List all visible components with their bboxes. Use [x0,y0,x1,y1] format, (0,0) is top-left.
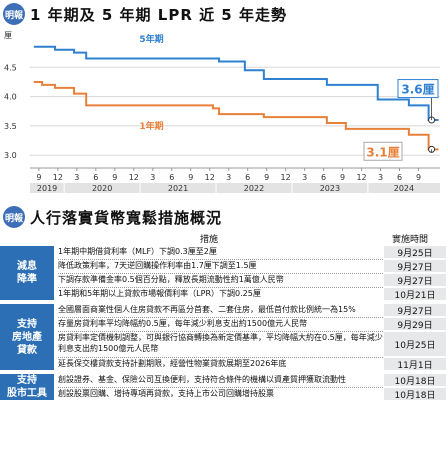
measures-table: 措施 實施時間 減息 降準 1年期中期借貸利率（MLF）下調0.3厘至2厘 9月25… [0,232,448,459]
category-label: 支持 房地產 貸款 [0,304,54,370]
x-year-label: 2024 [394,184,414,193]
x-month-label: 6 [169,173,174,182]
x-year-label: 2022 [244,184,264,193]
x-month-label: 12 [53,173,63,182]
x-month-label: 12 [129,173,139,182]
y-tick-label: 4.0 [4,93,17,102]
series-name-label: 1年期 [139,120,163,132]
end-label-box [363,141,403,161]
x-month-label: 6 [245,173,250,182]
end-label-box [397,79,439,99]
x-year-label: 2019 [37,184,57,193]
measure-text: 下調存款準備金率0.5個百分點，釋放長期流動性約1萬億人民幣 [58,275,284,284]
y-tick-label: 3.0 [4,151,17,160]
measure-date: 10月25日 [384,332,446,356]
measure-date: 10月18日 [384,388,446,401]
x-month-label: 6 [397,173,402,182]
year-band [30,183,440,193]
lpr-line-chart: 厘3.03.54.04.59 12 3 6 9 12 3 6 9 12 3 6 9 12 3 6 9 12 3 6 92… [4,31,440,193]
col-date: 實施時間 [392,235,429,245]
category-label: 減息 降準 [0,246,54,300]
measure-date: 10月21日 [384,288,446,301]
series-line [33,45,439,122]
x-month-label: 6 [321,173,326,182]
x-month-label: 12 [281,173,291,182]
measure-text: 創設證券、基金、保險公司互換便利，支持符合條件的機構以資產質押獲取流動性 [58,375,346,384]
measure-date: 11月1日 [384,358,446,371]
row-divider [58,387,383,388]
row-divider [58,317,383,318]
y-tick-label: 3.5 [4,122,17,131]
x-year-label: 2021 [168,184,188,193]
measure-date: 9月27日 [384,304,446,317]
measure-text: 全國層面商業性個人住房貸款不再區分首套、二套住房，最低首付款比例統一為15% [58,305,356,314]
row-divider [58,259,383,260]
measure-text: 存量房貸利率平均降幅約0.5厘，每年減少利息支出約1500億元人民幣 [58,319,308,328]
y-unit-label: 厘 [4,31,12,40]
measure-date: 9月27日 [384,274,446,287]
x-year-label: 2023 [320,184,340,193]
row-divider [58,357,383,358]
end-value-label: 3.6厘 [401,82,434,97]
row-divider [58,273,383,274]
measure-text: 創設股票回購、增持專項再貸款，支持上市公司回購增持股票 [58,389,274,398]
measure-date: 10月18日 [384,374,446,387]
measure-text: 1年期和5年期以上貸款市場報價利率（LPR）下調0.25厘 [58,289,261,298]
measure-text: 1年期中期借貸利率（MLF）下調0.3厘至2厘 [58,247,217,256]
x-month-label: 3 [74,173,79,182]
logo-badge: 明報 [3,3,25,25]
x-month-label: 12 [205,173,215,182]
measure-date: 9月25日 [384,246,446,259]
measure-text: 降低政策利率，7天逆回購操作利率由1.7厘下調至1.5厘 [58,261,257,270]
series-line [33,80,439,151]
measure-text: 延長保交樓貸款支持計劃期限，經營性物業貸款展期至2026年底 [58,359,287,368]
table-header: 措施 實施時間 [0,232,448,245]
x-month-label: 9 [188,173,193,182]
x-month-label: 9 [340,173,345,182]
y-tick-label: 4.5 [4,63,17,72]
col-measures: 措施 [200,235,219,245]
x-year-label: 2020 [92,184,112,193]
logo-badge-2: 明報 [3,206,25,228]
table-title: 人行落實貨幣寬鬆措施概況 [30,209,223,227]
x-month-label: 3 [302,173,307,182]
x-month-label: 9 [112,173,117,182]
x-month-label: 9 [264,173,269,182]
series-name-label: 5年期 [139,33,163,45]
x-month-label: 9 [416,173,421,182]
x-month-label: 3 [226,173,231,182]
x-month-label: 12 [356,173,366,182]
measure-date: 9月27日 [384,260,446,273]
x-month-label: 3 [150,173,155,182]
chart-title: 1 年期及 5 年期 LPR 近 5 年走勢 [30,6,287,24]
x-month-label: 3 [378,173,383,182]
x-month-label: 6 [93,173,98,182]
measure-date: 9月29日 [384,318,446,331]
row-divider [58,331,383,332]
end-value-label: 3.1厘 [366,144,399,159]
x-month-label: 9 [36,173,41,182]
measure-text: 房貸利率定價機制調整，可與銀行協商轉換為新定價基準，平均降幅大約在0.5厘，每年… [58,333,383,353]
category-label: 支持 股市工具 [0,374,54,400]
row-divider [58,287,383,288]
